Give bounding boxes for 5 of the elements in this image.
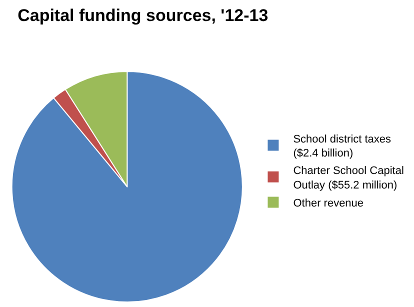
chart-title: Capital funding sources, '12-13 — [18, 6, 268, 26]
legend-label: Other revenue — [293, 197, 364, 210]
legend-label: Charter School Capital Outlay ($55.2 million) — [293, 165, 404, 192]
pie-slice — [11, 70, 243, 302]
legend-label: School district taxes ($2.4 billion) — [293, 133, 392, 160]
